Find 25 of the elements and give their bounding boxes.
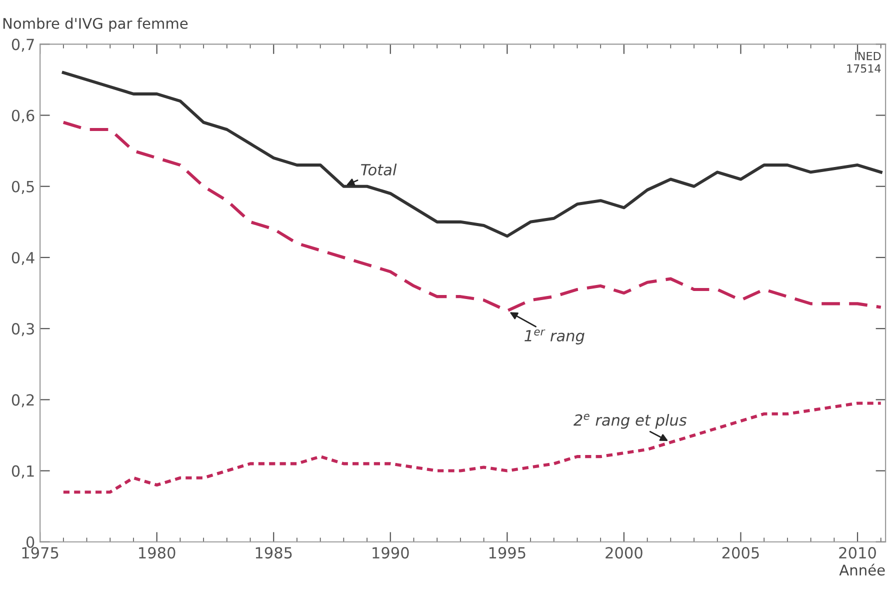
series-label: 1$^{er}$ rang <box>524 329 584 344</box>
y-tick-label: 0,1 <box>12 465 34 478</box>
x-axis-title: Année <box>839 564 885 576</box>
line-series <box>62 71 882 238</box>
y-tick-label: 0 <box>26 536 34 548</box>
x-tick-label: 2010 <box>839 547 876 559</box>
x-tick-label: 2005 <box>722 547 759 559</box>
x-tick-label: 1995 <box>489 547 526 559</box>
y-tick-label: 0,2 <box>12 394 34 408</box>
y-tick-label: 0,3 <box>12 323 34 336</box>
y-tick-label: 0,6 <box>12 110 34 123</box>
y-tick-label: 0,4 <box>12 252 34 266</box>
x-tick-label: 1975 <box>22 547 58 559</box>
x-tick-label: 2000 <box>606 547 642 559</box>
series-label: Total <box>361 164 397 176</box>
x-tick-label: 1985 <box>256 547 292 559</box>
line-series <box>62 120 882 312</box>
line-series <box>62 402 882 494</box>
series-label: 2$^{e}$ rang et plus <box>574 414 687 429</box>
x-tick-label: 1980 <box>139 547 176 559</box>
y-tick-label: 0,5 <box>12 180 34 194</box>
x-tick-label: 1990 <box>372 547 409 559</box>
y-axis-title: Nombre d'IVG par femme <box>3 18 188 32</box>
annotation: INED 17514 <box>847 52 881 73</box>
y-tick-label: 0,7 <box>12 38 34 52</box>
